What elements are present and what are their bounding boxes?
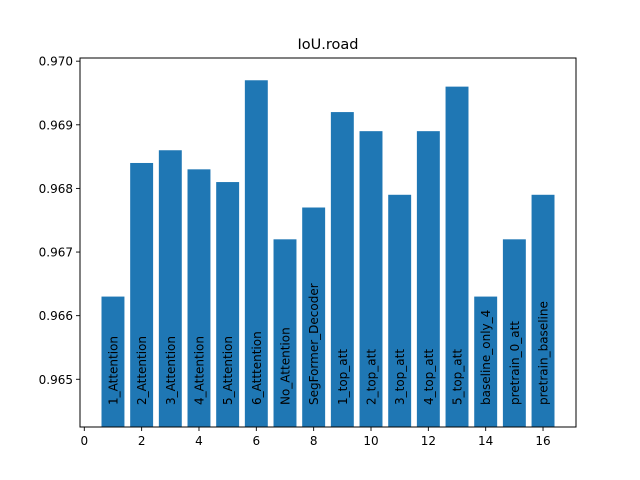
bar-3_top_att (388, 194, 412, 427)
x-tick-label: 8 (310, 434, 318, 448)
bar-baseline_only_4 (474, 296, 498, 427)
y-tick-label: 0.969 (39, 118, 73, 132)
bar-3_Attention (158, 150, 182, 427)
bar-label: SegFormer_Decoder (307, 283, 321, 405)
y-tick-label: 0.966 (39, 309, 73, 323)
x-tick-label: 16 (535, 434, 550, 448)
bars-group (101, 80, 555, 428)
bar-label: baseline_only_4 (479, 310, 493, 405)
bar-4_Attention (187, 169, 211, 427)
y-axis: 0.965 0.966 0.967 0.968 0.969 0.970 (39, 55, 80, 387)
bar-label: 6_Atttention (250, 331, 264, 405)
bar-label: 5_Attention (221, 336, 235, 405)
bar-5_top_att (445, 86, 469, 428)
chart-title: IoU.road (298, 37, 359, 53)
x-tick-label: 2 (138, 434, 146, 448)
x-tick-label: 4 (195, 434, 203, 448)
bar-label: pretrain_0_att (508, 321, 522, 405)
bar-label: 2_Attention (135, 336, 149, 405)
bar-label: 1_top_att (336, 349, 350, 405)
x-axis: 0 2 4 6 8 10 12 14 16 (80, 427, 551, 448)
y-tick-label: 0.970 (39, 55, 73, 69)
bar-label: 5_top_att (451, 349, 465, 405)
bar-1_Attention (101, 296, 125, 427)
bar-label: 4_Attention (192, 336, 206, 405)
x-tick-label: 14 (478, 434, 493, 448)
bar-labels-group: 1_Attention 2_Attention 3_Attention 4_Atten… (106, 283, 550, 405)
plot-frame (79, 57, 577, 428)
bar-pretrain_0_att (502, 239, 526, 427)
bar-4_top_att (416, 131, 440, 427)
bar-No_Attention (273, 239, 297, 427)
x-tick-label: 12 (421, 434, 436, 448)
bar-label: No_Attention (278, 327, 292, 405)
x-tick-label: 0 (80, 434, 88, 448)
bar-label: 1_Attention (106, 336, 120, 405)
bar-label: 3_top_att (393, 349, 407, 405)
bar-label: pretrain_baseline (537, 301, 551, 405)
bar-2_top_att (359, 131, 383, 427)
x-tick-label: 6 (253, 434, 261, 448)
y-tick-label: 0.968 (39, 182, 73, 196)
bar-6_Atttention (244, 80, 268, 427)
bar-pretrain_baseline (531, 194, 555, 427)
bar-label: 3_Attention (164, 336, 178, 405)
y-tick-label: 0.967 (39, 246, 73, 260)
bar-2_Attention (130, 162, 154, 428)
y-tick-label: 0.965 (39, 373, 73, 387)
bar-1_top_att (330, 112, 354, 428)
bar-SegFormer_Decoder (302, 207, 326, 427)
x-tick-label: 10 (363, 434, 378, 448)
bar-label: 4_top_att (422, 349, 436, 405)
bar-label: 2_top_att (365, 349, 379, 405)
bar-5_Attention (216, 182, 240, 427)
